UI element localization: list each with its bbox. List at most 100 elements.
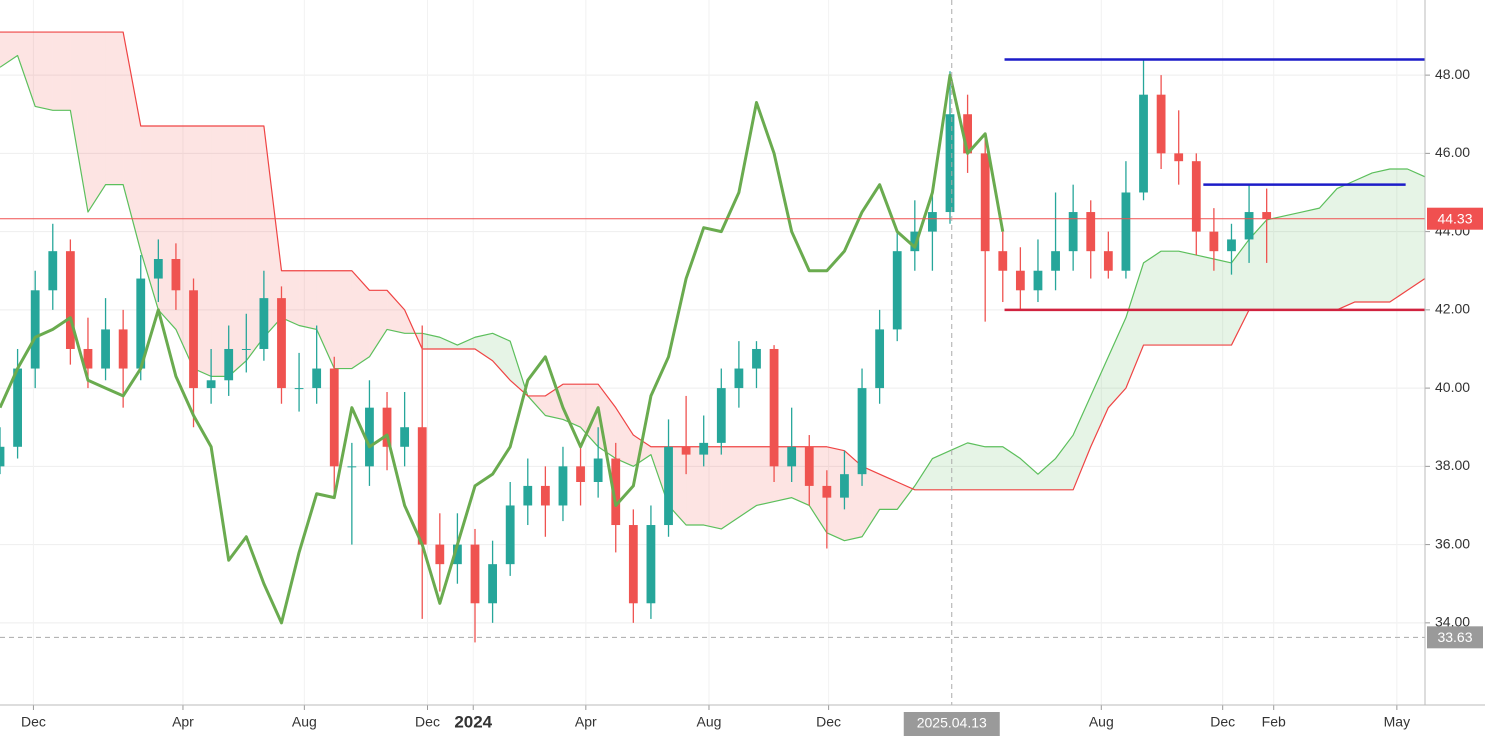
crosshair-y-box (1427, 626, 1483, 649)
cloud-fill (862, 466, 880, 537)
cloud-fill (738, 446, 757, 518)
cloud-fill (246, 125, 264, 361)
candle-body (1121, 192, 1131, 271)
candle-body (752, 348, 761, 369)
candle-body (417, 427, 427, 545)
y-tick-label: 48.00 (1435, 66, 1470, 82)
crosshair-x-box (903, 712, 1000, 736)
cloud-fill (1301, 208, 1320, 310)
x-tick-label: Feb (1262, 714, 1286, 730)
x-tick-label: 2024 (454, 712, 492, 731)
cloud-fill (351, 270, 370, 369)
cloud-fill (1090, 356, 1109, 447)
candle-body (628, 525, 638, 604)
candle-body (611, 458, 621, 526)
candle-body (0, 446, 5, 467)
cloud-fill (1389, 169, 1408, 303)
candle-body (734, 368, 744, 389)
candle-body (48, 251, 58, 291)
candle-body (189, 290, 198, 389)
cloud-fill (879, 474, 898, 510)
candle-body (1051, 251, 1060, 271)
candle-body (681, 446, 691, 455)
x-tick-label: Aug (697, 714, 722, 730)
cloud-fill (1002, 446, 1021, 490)
plot-area (0, 0, 1425, 705)
candle-body (998, 251, 1008, 271)
candle-body (347, 466, 357, 468)
candle-body (1033, 270, 1043, 291)
candle-body (505, 505, 515, 565)
cloud-fill (263, 125, 282, 338)
cloud-fill (457, 337, 475, 349)
cloud-fill (1161, 251, 1179, 346)
candle-body (329, 368, 339, 467)
cloud-fill (387, 290, 405, 334)
candle-body (857, 388, 867, 475)
cloud-fill (1143, 251, 1162, 346)
candle-body (1068, 212, 1078, 252)
last-price-box (1427, 207, 1483, 230)
cloud-fill (580, 384, 599, 447)
cloud-fill (1108, 317, 1126, 408)
candle-body (118, 329, 128, 369)
candle-body (153, 258, 163, 279)
candle-body (1227, 239, 1236, 252)
cloud-fill (1372, 169, 1390, 303)
candle-body (787, 446, 797, 467)
candle-body (699, 442, 709, 455)
cloud-fill (211, 125, 229, 377)
cloud-fill (17, 32, 36, 107)
cloud-fill (299, 270, 317, 330)
x-tick-label: Apr (575, 714, 597, 730)
cloud-fill (105, 32, 124, 185)
candle-body (963, 114, 972, 154)
candle-body (646, 525, 656, 604)
cloud-fill (1055, 435, 1074, 490)
candle-body (312, 368, 322, 389)
span-a-line (0, 54, 1425, 542)
cloud-fill (703, 446, 722, 529)
last-price-label: 44.33 (1437, 210, 1472, 226)
candle-body (558, 466, 568, 506)
y-tick-label: 38.00 (1435, 457, 1470, 473)
x-tick-label: Aug (1089, 714, 1114, 730)
candle-body (277, 298, 286, 389)
cloud-fill (492, 333, 511, 381)
cloud-fill (1196, 255, 1214, 346)
cloud-fill (721, 446, 739, 529)
candle-body (1103, 251, 1113, 271)
cloud-fill (0, 32, 18, 68)
candle-body (488, 564, 497, 604)
candle-body (400, 427, 410, 447)
cloud-fill (1337, 180, 1355, 310)
y-tick-label: 46.00 (1435, 144, 1470, 160)
cloud-fill (1213, 258, 1232, 346)
candle-body (910, 231, 920, 252)
cloud-fill (1231, 239, 1250, 346)
y-tick-label: 36.00 (1435, 535, 1470, 551)
candle-body (435, 544, 445, 565)
candle-body (540, 485, 550, 506)
cloud-fill (422, 333, 440, 349)
candle-body (13, 368, 22, 447)
candle-body (576, 466, 585, 482)
candle-body (83, 348, 93, 369)
candle-body (65, 251, 75, 349)
cloud-fill (475, 333, 493, 361)
candle-body (101, 329, 110, 369)
x-tick-label: Apr (172, 714, 194, 730)
y-tick-label: 34.00 (1435, 614, 1470, 630)
chikou-line (0, 73, 1005, 625)
cloud-fill (1319, 188, 1338, 310)
x-tick-label: Dec (1210, 714, 1235, 730)
candle-body (1191, 161, 1201, 232)
candle-body (928, 212, 937, 232)
candle-body (1262, 212, 1272, 219)
x-tick-label: May (1384, 714, 1410, 730)
candle-body (1015, 270, 1025, 291)
crosshair-y-label: 33.63 (1437, 629, 1472, 645)
x-tick-label: Aug (292, 714, 317, 730)
